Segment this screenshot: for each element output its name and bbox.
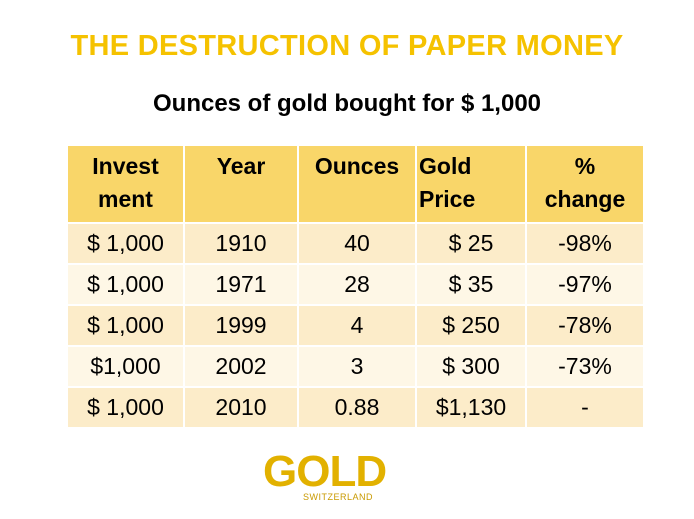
cell-ounces: 28 <box>298 264 417 306</box>
cell-ounces: 0.88 <box>298 387 417 429</box>
logo-wordmark: GOLD <box>263 447 387 496</box>
page-subtitle: Ounces of gold bought for $ 1,000 <box>152 90 542 117</box>
cell-ounces: 40 <box>298 223 417 265</box>
table-row: $ 1,000 2010 0.88 $1,130 - <box>68 387 643 429</box>
header-year: Year <box>184 146 299 224</box>
header-ounces: Ounces <box>298 146 417 224</box>
cell-percent-change: - <box>526 387 643 429</box>
gold-table: Invest ment Year Ounces Gold Price % change… <box>68 146 643 429</box>
cell-year: 1971 <box>184 264 299 306</box>
table-header-row: Invest ment Year Ounces Gold Price % change <box>68 146 643 224</box>
header-gold-price: Gold Price <box>416 146 527 224</box>
logo-tagline: SWITZERLAND <box>303 492 374 502</box>
cell-gold-price: $ 25 <box>416 223 527 265</box>
cell-percent-change: -73% <box>526 346 643 388</box>
cell-gold-price: $ 35 <box>416 264 527 306</box>
table-row: $ 1,000 1971 28 $ 35 -97% <box>68 264 643 306</box>
cell-gold-price: $1,130 <box>416 387 527 429</box>
gold-switzerland-logo: GOLD SWITZERLAND <box>263 450 413 505</box>
page-title: THE DESTRUCTION OF PAPER MONEY <box>70 30 624 62</box>
cell-investment: $ 1,000 <box>68 264 185 306</box>
cell-ounces: 3 <box>298 346 417 388</box>
cell-percent-change: -98% <box>526 223 643 265</box>
cell-gold-price: $ 250 <box>416 305 527 347</box>
cell-investment: $1,000 <box>68 346 185 388</box>
cell-investment: $ 1,000 <box>68 223 185 265</box>
table-row: $ 1,000 1999 4 $ 250 -78% <box>68 305 643 347</box>
cell-investment: $ 1,000 <box>68 387 185 429</box>
cell-percent-change: -97% <box>526 264 643 306</box>
table-row: $ 1,000 1910 40 $ 25 -98% <box>68 223 643 265</box>
cell-gold-price: $ 300 <box>416 346 527 388</box>
cell-year: 2002 <box>184 346 299 388</box>
cell-year: 1999 <box>184 305 299 347</box>
header-investment: Invest ment <box>68 146 185 224</box>
cell-year: 1910 <box>184 223 299 265</box>
table-row: $1,000 2002 3 $ 300 -73% <box>68 346 643 388</box>
header-percent-change: % change <box>526 146 643 224</box>
cell-ounces: 4 <box>298 305 417 347</box>
cell-year: 2010 <box>184 387 299 429</box>
cell-investment: $ 1,000 <box>68 305 185 347</box>
cell-percent-change: -78% <box>526 305 643 347</box>
